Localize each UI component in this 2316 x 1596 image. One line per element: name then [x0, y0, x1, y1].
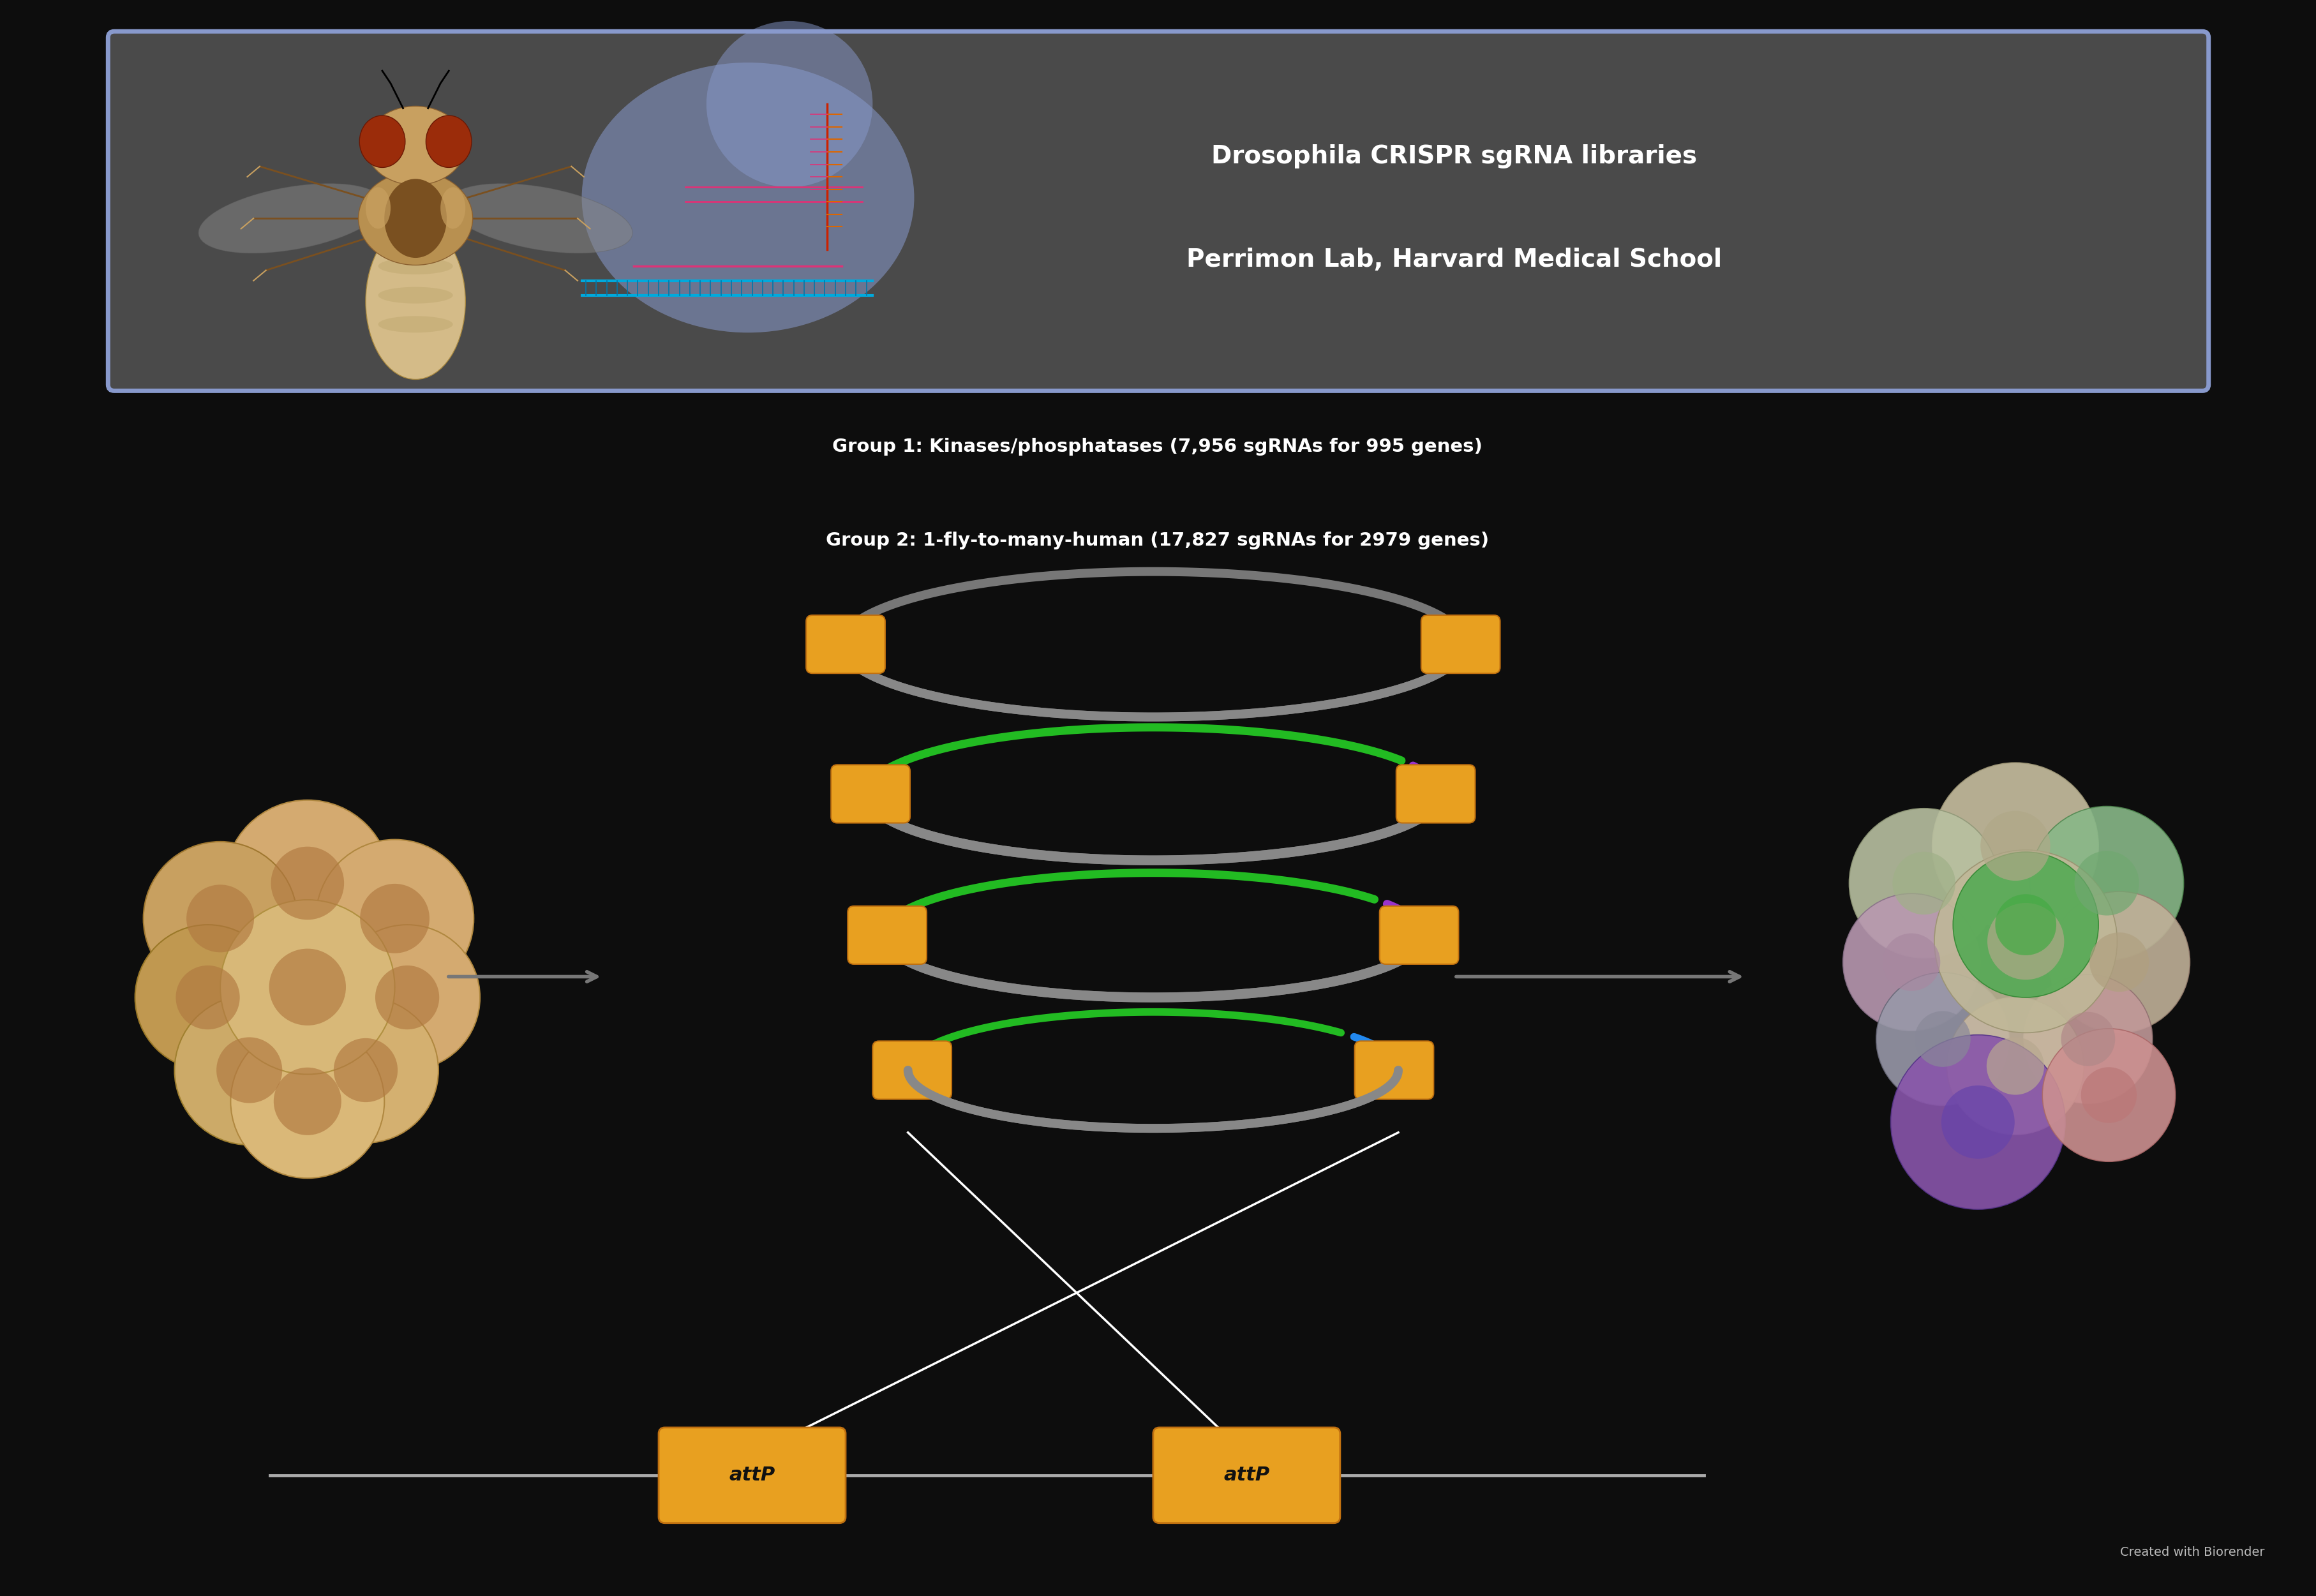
Circle shape — [2043, 1028, 2175, 1162]
Circle shape — [2047, 892, 2189, 1033]
Circle shape — [2024, 975, 2152, 1103]
Circle shape — [1932, 763, 2098, 929]
FancyBboxPatch shape — [848, 907, 926, 964]
Circle shape — [2080, 1068, 2135, 1124]
Circle shape — [1987, 903, 2064, 980]
Ellipse shape — [882, 873, 1422, 998]
Ellipse shape — [359, 115, 405, 168]
Circle shape — [292, 998, 438, 1143]
Circle shape — [220, 900, 394, 1074]
Text: Group 2: 1-fly-to-many-human (17,827 sgRNAs for 2979 genes): Group 2: 1-fly-to-many-human (17,827 sgR… — [824, 531, 1489, 549]
Circle shape — [1844, 894, 1980, 1031]
FancyBboxPatch shape — [873, 1041, 952, 1100]
Ellipse shape — [581, 62, 915, 332]
Circle shape — [1945, 998, 2084, 1135]
Circle shape — [225, 800, 391, 966]
Circle shape — [1848, 809, 1999, 958]
Text: Perrimon Lab, Harvard Medical School: Perrimon Lab, Harvard Medical School — [1186, 247, 1721, 271]
Ellipse shape — [378, 287, 454, 303]
Text: Drosophila CRISPR sgRNA libraries: Drosophila CRISPR sgRNA libraries — [1211, 144, 1698, 168]
Circle shape — [1934, 851, 2117, 1033]
Ellipse shape — [866, 728, 1441, 860]
Circle shape — [375, 966, 440, 1029]
Circle shape — [1987, 1037, 2043, 1095]
Ellipse shape — [447, 184, 632, 254]
Circle shape — [334, 1037, 398, 1103]
Ellipse shape — [706, 21, 873, 187]
Circle shape — [271, 846, 345, 919]
Ellipse shape — [426, 115, 472, 168]
Circle shape — [2029, 806, 2184, 961]
Text: attP: attP — [1223, 1467, 1269, 1484]
Ellipse shape — [366, 107, 466, 185]
Circle shape — [1952, 852, 2098, 998]
Circle shape — [269, 948, 345, 1026]
Ellipse shape — [841, 571, 1464, 717]
FancyBboxPatch shape — [1153, 1427, 1339, 1523]
Text: attP: attP — [730, 1467, 776, 1484]
Circle shape — [1883, 934, 1941, 991]
Circle shape — [185, 884, 255, 953]
Circle shape — [1876, 972, 2008, 1106]
Circle shape — [134, 924, 280, 1071]
FancyBboxPatch shape — [806, 614, 885, 674]
Ellipse shape — [366, 187, 391, 228]
FancyBboxPatch shape — [109, 32, 2207, 391]
FancyBboxPatch shape — [831, 764, 910, 824]
Ellipse shape — [359, 172, 472, 265]
Ellipse shape — [440, 187, 466, 228]
Circle shape — [1890, 1034, 2064, 1210]
Circle shape — [215, 1037, 283, 1103]
FancyBboxPatch shape — [658, 1427, 845, 1523]
Circle shape — [1980, 811, 2050, 881]
Circle shape — [1994, 894, 2057, 956]
Circle shape — [2061, 1012, 2115, 1066]
Ellipse shape — [384, 179, 447, 259]
Circle shape — [1915, 1012, 1971, 1066]
Text: Created with Biorender: Created with Biorender — [2119, 1547, 2265, 1558]
Text: Group 3: All other genes (59,406 sgRNAs for 9954 genes): Group 3: All other genes (59,406 sgRNAs … — [857, 626, 1457, 643]
Circle shape — [315, 839, 472, 998]
Circle shape — [1892, 852, 1955, 915]
Circle shape — [174, 996, 324, 1144]
Circle shape — [176, 966, 239, 1029]
FancyBboxPatch shape — [1397, 764, 1475, 824]
Ellipse shape — [199, 184, 382, 254]
FancyBboxPatch shape — [1380, 907, 1459, 964]
Circle shape — [144, 841, 296, 996]
Ellipse shape — [378, 259, 454, 275]
Circle shape — [334, 924, 479, 1071]
Circle shape — [2073, 851, 2138, 916]
FancyBboxPatch shape — [1420, 614, 1501, 674]
Circle shape — [273, 1068, 340, 1135]
Circle shape — [359, 884, 428, 953]
Circle shape — [1941, 1085, 2015, 1159]
Text: Group 1: Kinases/phosphatases (7,956 sgRNAs for 995 genes): Group 1: Kinases/phosphatases (7,956 sgR… — [831, 437, 1482, 456]
FancyBboxPatch shape — [1355, 1041, 1434, 1100]
Circle shape — [2089, 932, 2149, 991]
Ellipse shape — [908, 1012, 1399, 1128]
Ellipse shape — [378, 316, 454, 332]
Circle shape — [232, 1025, 384, 1178]
Ellipse shape — [366, 223, 466, 380]
